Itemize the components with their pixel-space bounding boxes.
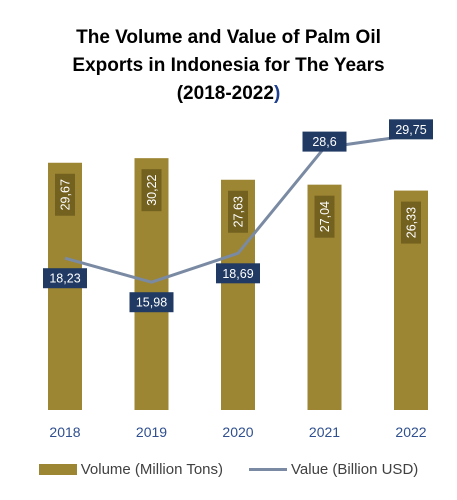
- line-labels-group: 18,23 15,98 18,69 28,6 29,75: [43, 119, 433, 313]
- bar-label-2019: 30,22: [141, 169, 162, 212]
- bar-label-bg: [401, 201, 421, 244]
- title-line-1: The Volume and Value of Palm Oil: [76, 27, 381, 48]
- line-label-2020: 18,69: [216, 263, 260, 284]
- bar-label-text: 30,22: [145, 174, 159, 205]
- title-paren: ): [273, 83, 281, 104]
- title-line-3-main: (2018-2022: [176, 83, 274, 104]
- line-label-bg: [302, 131, 347, 152]
- bar-label-2022: 26,33: [401, 201, 421, 244]
- x-tick-2021: 2021: [309, 424, 340, 440]
- bar-label-bg: [55, 173, 75, 216]
- bar-label-bg: [314, 195, 335, 238]
- legend: Volume (Million Tons) Value (Billion USD…: [0, 457, 457, 481]
- x-tick-2018: 2018: [49, 424, 80, 440]
- bar-label-text: 27,63: [232, 196, 246, 227]
- legend-item-value: Value (Billion USD): [249, 461, 418, 478]
- line-label-text: 18,69: [222, 267, 253, 281]
- line-label-text: 18,23: [49, 272, 80, 286]
- chart-title: The Volume and Value of Palm Oil Exports…: [0, 24, 457, 108]
- bar-label-bg: [141, 169, 162, 212]
- line-label-2022: 29,75: [389, 119, 433, 140]
- legend-swatch-volume: [38, 463, 77, 475]
- value-line: [64, 133, 412, 284]
- x-tick-2022: 2022: [395, 424, 426, 440]
- bar-label-2018: 29,67: [55, 173, 75, 216]
- legend-label-value: Value (Billion USD): [291, 460, 419, 478]
- legend-label-volume: Volume (Million Tons): [80, 460, 223, 478]
- title-line-3: (2018-2022): [0, 80, 457, 108]
- title-line-2: Exports in Indonesia for The Years: [72, 55, 385, 76]
- bar-label-2020: 27,63: [228, 190, 248, 233]
- legend-swatch-value: [249, 467, 287, 471]
- line-label-2021: 28,6: [302, 131, 347, 152]
- legend-item-volume: Volume (Million Tons): [38, 460, 223, 478]
- line-label-2018: 18,23: [43, 268, 87, 289]
- line-label-bg: [129, 292, 174, 313]
- line-label-text: 15,98: [136, 296, 167, 310]
- line-label-2019: 15,98: [129, 292, 174, 313]
- bar-label-2021: 27,04: [314, 195, 335, 238]
- line-label-bg: [216, 263, 260, 284]
- line-group: [64, 133, 412, 284]
- bar-label-bg: [228, 190, 248, 233]
- bar-labels-group: 29,67 30,22 27,63 27,04 26,33: [55, 169, 421, 244]
- line-label-text: 29,75: [395, 123, 426, 137]
- line-label-bg: [43, 268, 87, 289]
- x-tick-2019: 2019: [136, 424, 167, 440]
- x-tick-2020: 2020: [222, 424, 253, 440]
- bar-label-text: 26,33: [405, 207, 419, 238]
- bar-label-text: 29,67: [59, 179, 73, 210]
- line-label-text: 28,6: [312, 135, 336, 149]
- bar-label-text: 27,04: [318, 201, 332, 232]
- line-label-bg: [389, 119, 433, 140]
- x-ticks-group: 2018 2019 2020 2021 2022: [49, 424, 426, 440]
